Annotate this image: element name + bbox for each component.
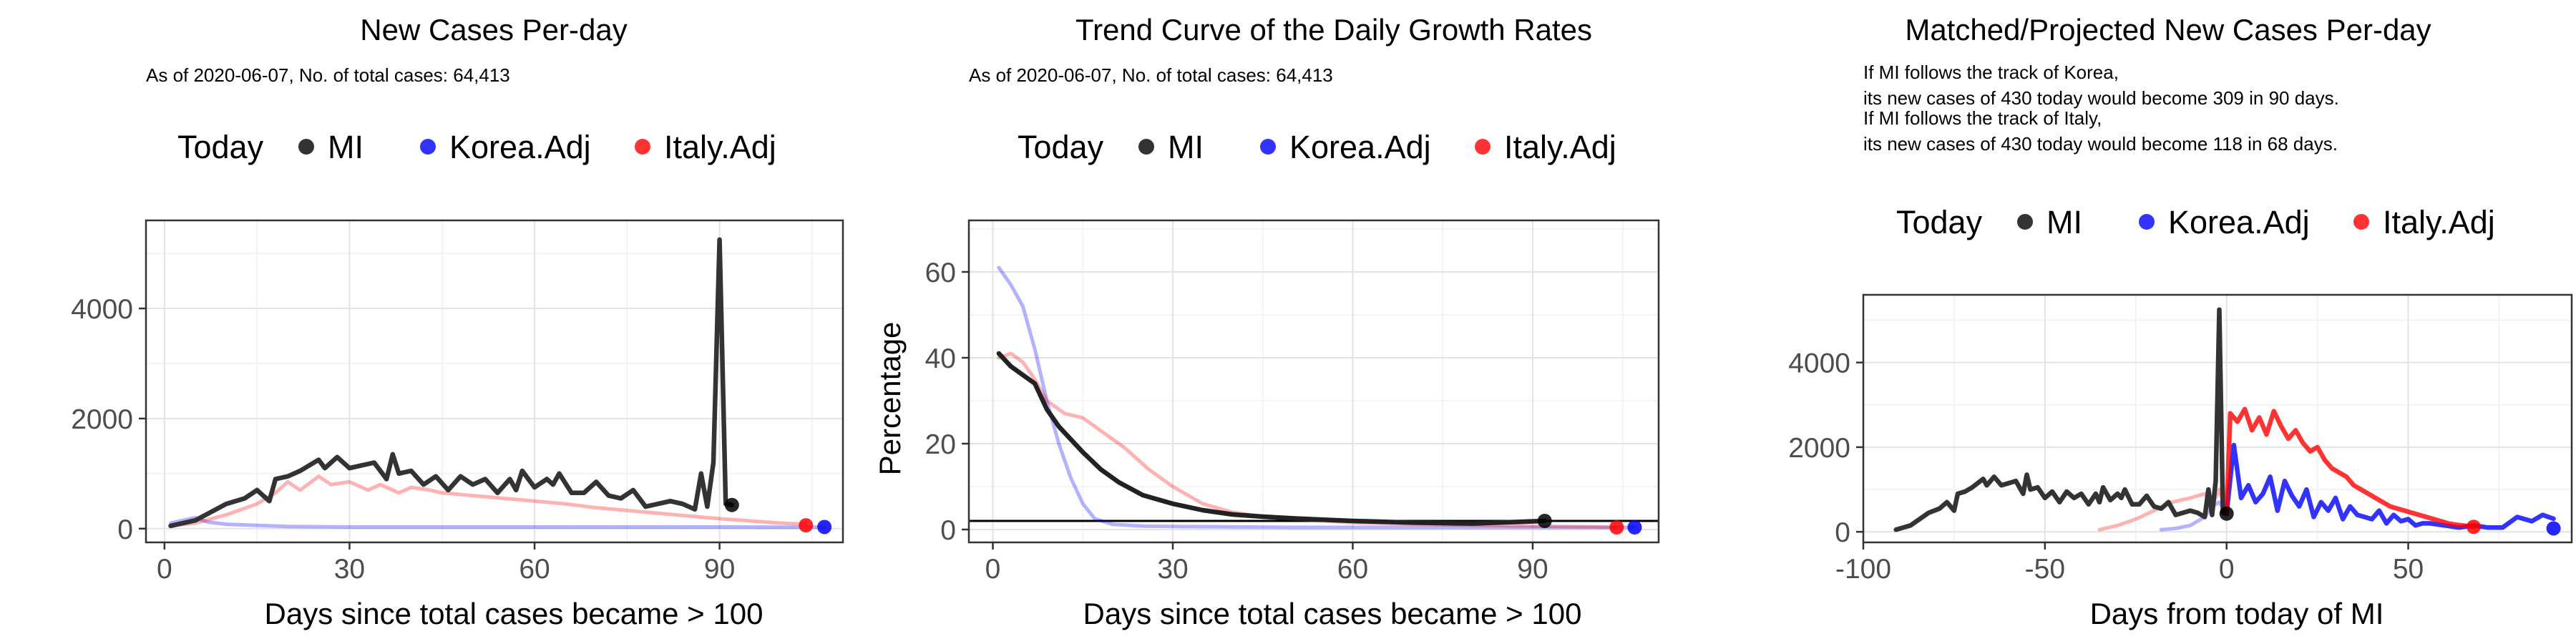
x-tick-label: 0 xyxy=(985,554,1001,585)
legend-label-korea-adj: Korea.Adj xyxy=(2168,204,2310,240)
plot-background xyxy=(969,220,1659,542)
legend-label-korea-adj: Korea.Adj xyxy=(1289,129,1431,165)
legend-marker-mi xyxy=(2017,214,2033,230)
legend: Today MI Korea.Adj Italy.Adj xyxy=(1018,129,1616,165)
y-tick-label: 40 xyxy=(925,343,956,374)
x-tick-label: 90 xyxy=(704,554,735,585)
legend-title: Today xyxy=(1018,129,1104,165)
grid xyxy=(1863,295,2572,542)
legend-marker-mi xyxy=(1138,139,1154,155)
chart-title: Matched/Projected New Cases Per-day xyxy=(1905,13,2431,47)
legend-marker-mi xyxy=(298,139,314,155)
today-point-mi xyxy=(1537,514,1552,528)
legend-label-mi: MI xyxy=(328,129,364,165)
today-point-italy-adj xyxy=(2466,519,2481,535)
x-tick-label: -50 xyxy=(2025,554,2065,585)
legend-marker-korea-adj xyxy=(420,139,436,155)
y-tick-label: 4000 xyxy=(1788,348,1850,379)
y-tick-label: 20 xyxy=(925,429,956,460)
today-point-korea-adj xyxy=(2546,521,2561,536)
today-point-italy-adj xyxy=(799,518,814,533)
legend-label-mi: MI xyxy=(1168,129,1204,165)
legend-label-mi: MI xyxy=(2046,204,2082,240)
x-tick-label: 30 xyxy=(1157,554,1188,585)
axes: -100 -50 0 50 0 2000 4000 xyxy=(1788,348,2424,585)
axes: 0 30 60 90 0 20 40 60 xyxy=(925,258,1548,585)
x-tick-label: 90 xyxy=(1517,554,1548,585)
annotation-line-3: If MI follows the track of Italy, xyxy=(1863,107,2102,129)
series-line-mi xyxy=(1893,307,2229,532)
x-tick-label: 60 xyxy=(1337,554,1368,585)
plot-border xyxy=(145,219,844,544)
legend-label-italy-adj: Italy.Adj xyxy=(2383,204,2495,240)
legend-marker-korea-adj xyxy=(2139,214,2155,230)
x-axis-label: Days from today of MI xyxy=(2090,597,2384,630)
x-tick-label: 30 xyxy=(334,554,365,585)
today-point-korea-adj xyxy=(817,519,832,535)
today-point-korea-adj xyxy=(1627,520,1642,535)
x-axis-label: Days since total cases became > 100 xyxy=(265,597,763,630)
legend-title: Today xyxy=(1896,204,1983,240)
x-tick-label: 0 xyxy=(157,554,172,585)
today-point-italy-adj xyxy=(1609,520,1624,535)
series-line-italy-adj xyxy=(169,474,808,528)
legend-marker-italy-adj xyxy=(1475,139,1491,155)
legend-label-italy-adj: Italy.Adj xyxy=(1504,129,1616,165)
series-line-italy-adj-projected xyxy=(2224,406,2477,530)
series-line-korea-adj xyxy=(169,515,826,530)
today-point-mi xyxy=(2219,506,2234,521)
series-line-mi xyxy=(996,351,1547,526)
series-line-mi xyxy=(168,237,735,529)
y-tick-label: 60 xyxy=(925,258,956,288)
legend-label-korea-adj: Korea.Adj xyxy=(449,129,591,165)
x-tick-label: -100 xyxy=(1835,554,1891,585)
today-point-mi xyxy=(724,497,739,512)
legend: Today MI Korea.Adj Italy.Adj xyxy=(177,129,776,165)
annotation-line-1: If MI follows the track of Korea, xyxy=(1863,62,2119,83)
legend-title: Today xyxy=(177,129,264,165)
panel-projected: Matched/Projected New Cases Per-day If M… xyxy=(1788,13,2573,630)
series-line-korea-adj xyxy=(997,265,1636,530)
annotation-line-4: its new cases of 430 today would become … xyxy=(1863,133,2338,155)
panel-growth-rates: Trend Curve of the Daily Growth Rates As… xyxy=(873,13,1660,630)
y-tick-label: 4000 xyxy=(71,294,133,325)
annotation-line-2: its new cases of 430 today would become … xyxy=(1863,87,2339,109)
y-axis-label: Percentage xyxy=(873,322,907,476)
y-tick-label: 2000 xyxy=(1788,433,1850,464)
y-tick-label: 0 xyxy=(940,515,956,546)
chart-title: Trend Curve of the Daily Growth Rates xyxy=(1075,13,1592,47)
legend-marker-italy-adj xyxy=(2353,214,2369,230)
grid xyxy=(969,220,1659,542)
plot-border xyxy=(1862,293,2573,544)
y-tick-label: 0 xyxy=(117,514,133,545)
chart-subtitle: As of 2020-06-07, No. of total cases: 64… xyxy=(969,64,1333,86)
x-axis-label: Days since total cases became > 100 xyxy=(1083,597,1582,630)
y-tick-label: 0 xyxy=(1835,517,1850,548)
axes: 0 30 60 90 0 2000 4000 xyxy=(71,294,735,585)
x-tick-label: 50 xyxy=(2393,554,2424,585)
legend: Today MI Korea.Adj Italy.Adj xyxy=(1896,204,2495,240)
panel-new-cases: New Cases Per-day As of 2020-06-07, No. … xyxy=(71,13,844,630)
plot-border xyxy=(967,219,1660,544)
x-tick-label: 0 xyxy=(2219,554,2235,585)
chart-title: New Cases Per-day xyxy=(360,13,627,47)
legend-label-italy-adj: Italy.Adj xyxy=(664,129,776,165)
x-tick-label: 60 xyxy=(519,554,550,585)
y-tick-label: 2000 xyxy=(71,404,133,435)
legend-marker-italy-adj xyxy=(635,139,650,155)
legend-marker-korea-adj xyxy=(1260,139,1276,155)
chart-subtitle: As of 2020-06-07, No. of total cases: 64… xyxy=(146,64,510,86)
